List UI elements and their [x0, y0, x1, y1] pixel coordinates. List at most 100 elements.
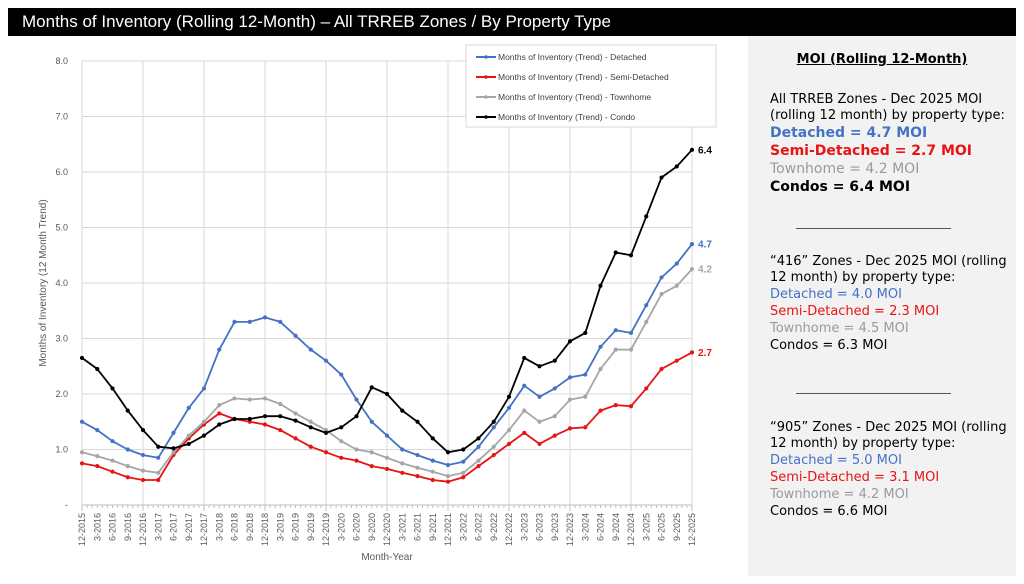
data-point [491, 452, 496, 458]
data-point [522, 408, 527, 413]
all-zones-section: All TRREB Zones - Dec 2025 MOI (rolling … [770, 92, 1010, 196]
data-point [674, 261, 679, 266]
data-point [567, 397, 573, 402]
data-point [354, 397, 359, 402]
data-point [140, 452, 146, 458]
x-tick-label: 3-2017 [153, 513, 163, 541]
data-point [659, 275, 664, 280]
data-point [476, 464, 481, 469]
data-point [125, 464, 130, 469]
data-point [323, 430, 329, 435]
data-point [95, 427, 100, 433]
data-point [369, 385, 374, 390]
data-point [156, 444, 161, 449]
end-value-label: 4.2 [698, 265, 712, 276]
data-point [415, 465, 420, 470]
data-point [628, 330, 634, 336]
end-value-label: 2.7 [698, 348, 712, 359]
data-point [506, 441, 512, 447]
section-heading: All TRREB Zones - Dec 2025 MOI (rolling … [770, 92, 1005, 123]
x-tick-label: 3-2021 [397, 513, 407, 541]
data-point [156, 477, 161, 483]
data-point [308, 425, 313, 430]
data-point [293, 418, 298, 423]
data-point [217, 411, 222, 416]
legend-label: Months of Inventory (Trend) - Condo [498, 112, 635, 122]
data-point [537, 364, 542, 369]
semi-value: Semi-Detached = 2.7 MOI [770, 143, 973, 159]
data-point [95, 366, 100, 372]
data-point [140, 427, 146, 433]
data-point [156, 470, 161, 475]
data-point [369, 450, 374, 455]
data-point [278, 414, 283, 419]
data-point [567, 426, 573, 431]
x-tick-label: 9-2021 [428, 513, 438, 541]
data-point [95, 464, 100, 469]
x-tick-label: 3-2019 [275, 513, 285, 541]
data-point [262, 414, 268, 419]
y-tick-label: 5.0 [55, 223, 68, 233]
data-point [171, 450, 176, 455]
data-point [476, 444, 481, 449]
data-point [430, 469, 435, 474]
data-point [400, 447, 405, 452]
data-point [598, 366, 603, 372]
data-point [537, 419, 542, 424]
data-point [125, 408, 130, 413]
data-point [583, 394, 588, 399]
x-tick-label: 6-2024 [596, 513, 606, 541]
data-point [415, 419, 420, 424]
data-point [506, 427, 512, 433]
zone-416-section: “416” Zones - Dec 2025 MOI (rolling 12 m… [770, 254, 1010, 354]
data-point [430, 436, 435, 441]
x-tick-label: 12-2017 [199, 513, 209, 546]
data-point [628, 347, 634, 352]
data-point [674, 358, 679, 363]
y-tick-label: 3.0 [55, 334, 68, 344]
data-point [644, 319, 649, 324]
data-point [552, 433, 557, 438]
detached-value: Detached = 5.0 MOI [770, 453, 902, 468]
y-tick-label: 2.0 [55, 389, 68, 399]
data-point [354, 447, 359, 452]
data-point [537, 441, 542, 447]
panel-title: MOI (Rolling 12-Month) [796, 52, 968, 67]
legend-label: Months of Inventory (Trend) - Townhome [498, 92, 651, 102]
data-point [232, 319, 237, 324]
data-point [384, 466, 390, 472]
data-point [278, 427, 283, 433]
divider [796, 393, 951, 394]
data-point [644, 214, 649, 219]
data-point [445, 462, 451, 468]
legend-marker [484, 55, 488, 59]
x-tick-label: 6-2019 [291, 513, 301, 541]
data-point [384, 433, 390, 438]
detached-value: Detached = 4.7 MOI [770, 125, 928, 141]
data-point [323, 358, 329, 363]
data-point [278, 401, 283, 407]
town-value: Townhome = 4.2 MOI [770, 487, 909, 502]
x-axis-label: Month-Year [361, 552, 413, 563]
data-point [491, 444, 496, 449]
legend-marker [484, 75, 488, 79]
legend-label: Months of Inventory (Trend) - Detached [498, 52, 647, 62]
x-tick-label: 9-2022 [489, 513, 499, 541]
data-point [293, 411, 298, 416]
data-point [95, 454, 100, 459]
data-point [537, 394, 542, 399]
semi-value: Semi-Detached = 2.3 MOI [770, 304, 940, 319]
data-point [308, 444, 313, 449]
data-point [506, 405, 512, 410]
y-tick-label: 1.0 [55, 445, 68, 455]
y-tick-label: 6.0 [55, 167, 68, 177]
data-point [415, 452, 420, 458]
data-point [262, 422, 268, 427]
data-point [552, 414, 557, 419]
chart-area: - 1.0 2.0 3.0 4.0 5.0 6.0 7.0 8.0 12-2015 3-2016 6-… [8, 36, 740, 576]
data-point [628, 253, 634, 258]
x-tick-label: 12-2019 [321, 513, 331, 546]
data-point [201, 433, 207, 438]
data-point [308, 419, 313, 424]
data-point [583, 425, 588, 430]
